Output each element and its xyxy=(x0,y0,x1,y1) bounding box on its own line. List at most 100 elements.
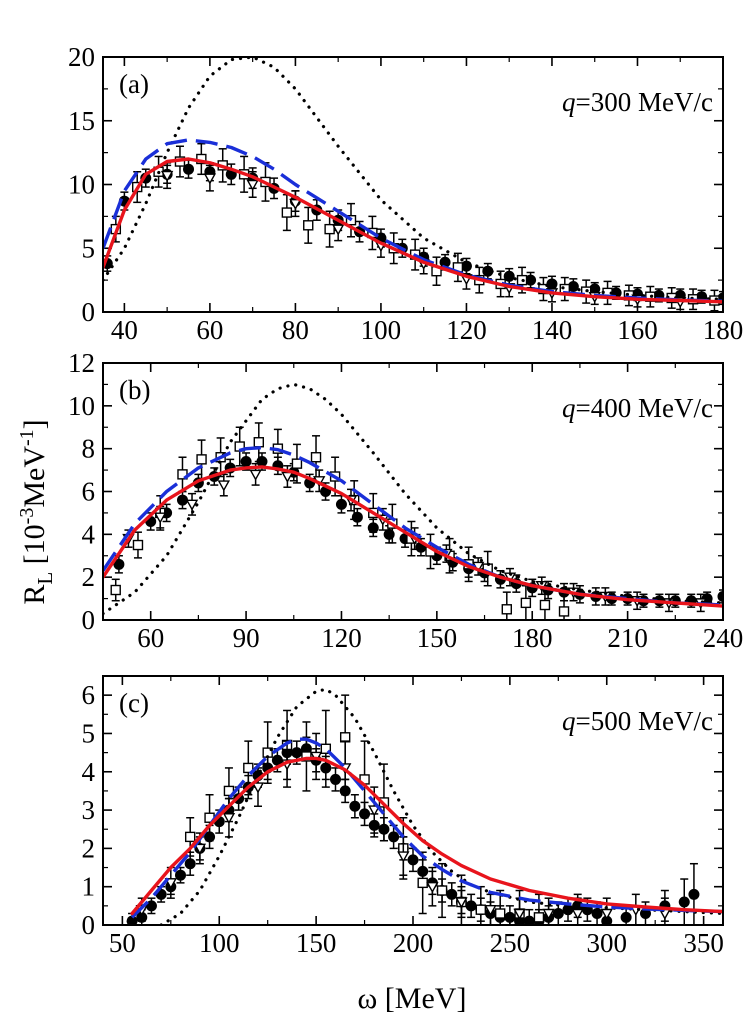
data-point-circle xyxy=(717,590,723,602)
data-point-circle xyxy=(407,854,419,866)
data-point-circle xyxy=(184,858,196,870)
x-tick-label: 300 xyxy=(587,928,628,958)
data-point-triangle xyxy=(289,198,302,211)
y-tick-label: 2 xyxy=(82,833,96,863)
data-point-square xyxy=(303,220,314,231)
data-point-circle xyxy=(271,754,283,766)
data-point-circle xyxy=(640,908,651,920)
data-point-circle xyxy=(591,908,603,920)
points-open-triangle xyxy=(160,162,687,311)
data-point-circle xyxy=(525,274,537,286)
data-point-square xyxy=(281,207,293,218)
x-tick-label: 100 xyxy=(199,928,240,958)
q-symbol: q xyxy=(562,87,576,117)
data-point-triangle xyxy=(484,904,497,917)
y-title-exp1: -3 xyxy=(16,508,38,525)
y-tick-label: 0 xyxy=(82,605,96,635)
q-label: q=500 MeV/c xyxy=(562,706,713,736)
q-value: =500 MeV/c xyxy=(576,706,713,736)
y-tick-label: 1 xyxy=(82,872,96,902)
y-title-main: R xyxy=(18,585,51,605)
y-axis-title: RL [10-3MeV-1] xyxy=(16,419,57,604)
q-value: =400 MeV/c xyxy=(576,393,713,423)
data-point-triangle xyxy=(331,224,345,236)
data-point-square xyxy=(558,606,570,617)
data-point-circle xyxy=(113,558,125,570)
data-point-triangle xyxy=(426,881,439,894)
x-tick-label: 150 xyxy=(296,928,337,958)
data-point-square xyxy=(310,452,322,463)
data-point-triangle xyxy=(249,469,262,481)
curve-dashed xyxy=(103,445,723,607)
y-tick-label: 0 xyxy=(82,910,96,940)
panel-label: (c) xyxy=(119,688,149,718)
x-axis-title: ω [MeV] xyxy=(358,982,467,1015)
q-label: q=300 MeV/c xyxy=(562,87,713,117)
y-title-end: ] xyxy=(18,419,51,429)
panel-frame xyxy=(102,56,724,313)
y-title-exp2: -1 xyxy=(16,429,38,446)
data-point-circle xyxy=(504,911,516,923)
x-tick-label: 50 xyxy=(109,928,136,958)
y-tick-label: 20 xyxy=(68,42,95,72)
points-open-square xyxy=(110,142,720,312)
data-point-circle xyxy=(175,869,186,881)
data-point-square xyxy=(253,437,264,448)
q-symbol: q xyxy=(562,706,576,736)
q-symbol: q xyxy=(562,393,576,423)
data-point-triangle xyxy=(471,561,485,573)
data-point-square xyxy=(324,223,335,235)
x-tick-label: 120 xyxy=(321,623,362,653)
data-point-circle xyxy=(335,498,347,510)
data-point-triangle xyxy=(164,878,178,890)
y-tick-label: 4 xyxy=(82,757,96,787)
x-tick-label: 240 xyxy=(703,623,744,653)
plot-area xyxy=(126,687,723,925)
y-tick-label: 12 xyxy=(68,348,95,378)
data-point-circle xyxy=(688,888,700,900)
data-point-circle xyxy=(388,831,400,843)
y-tick-label: 5 xyxy=(82,233,96,263)
data-point-square xyxy=(291,458,303,469)
data-point-square xyxy=(110,584,121,596)
data-point-square xyxy=(301,751,312,762)
y-tick-label: 2 xyxy=(82,562,96,592)
points-filled-circle xyxy=(103,159,723,306)
y-tick-label: 15 xyxy=(68,106,95,136)
x-tick-label: 140 xyxy=(532,315,573,345)
data-point-triangle xyxy=(160,170,174,183)
data-point-triangle xyxy=(222,813,236,825)
panel-frame xyxy=(102,675,724,926)
data-point-triangle xyxy=(455,897,468,909)
curve-dotted xyxy=(103,382,723,616)
curve-dashed xyxy=(130,737,723,919)
data-point-square xyxy=(533,912,545,923)
panel-b: 60 90 120 150 180 210 240 0 2 4 6 8 10 12 (b) q=400 MeV… xyxy=(68,348,743,653)
data-point-square xyxy=(501,604,512,615)
y-title-mid: MeV xyxy=(18,446,51,508)
data-point-circle xyxy=(349,800,361,812)
y-tick-label: 6 xyxy=(82,477,96,507)
data-point-square xyxy=(436,885,448,896)
data-point-triangle xyxy=(368,805,381,817)
y-tick-label: 10 xyxy=(68,391,95,421)
data-point-triangle xyxy=(542,908,555,920)
data-point-circle xyxy=(240,456,252,468)
x-tick-label: 90 xyxy=(233,623,260,653)
data-point-triangle xyxy=(571,908,584,920)
panel-frame xyxy=(102,362,724,621)
data-point-triangle xyxy=(203,173,217,185)
data-point-triangle xyxy=(185,499,199,511)
curve-solid xyxy=(103,465,723,608)
x-tick-label: 180 xyxy=(703,315,744,345)
x-tick-label: 100 xyxy=(361,315,402,345)
data-point-triangle xyxy=(154,512,167,524)
data-point-circle xyxy=(678,896,690,908)
data-point-circle xyxy=(562,904,574,916)
x-tick-label: 210 xyxy=(607,623,648,653)
points-filled-circle xyxy=(113,452,723,608)
data-point-circle xyxy=(183,163,195,175)
data-point-square xyxy=(320,743,332,754)
